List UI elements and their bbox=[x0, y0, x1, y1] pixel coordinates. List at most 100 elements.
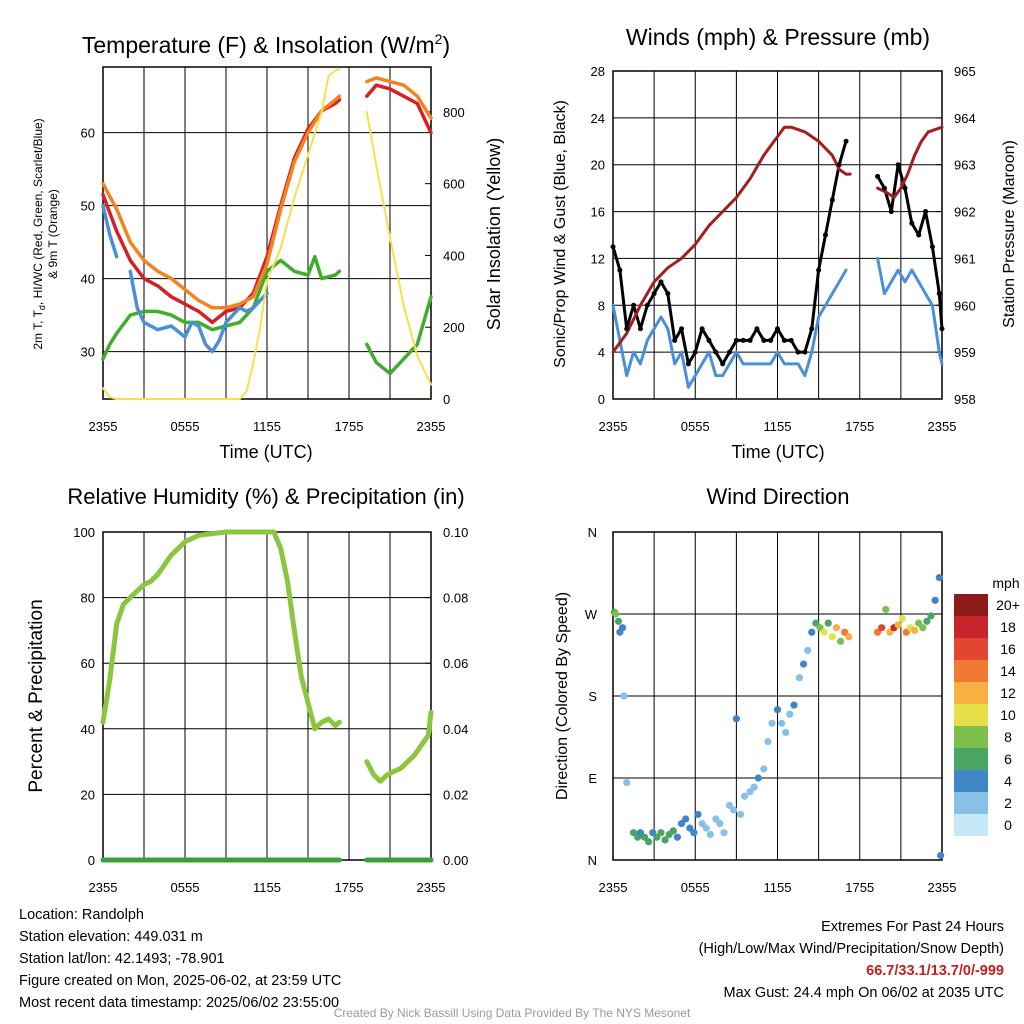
y-right-tick-label: 963 bbox=[954, 158, 976, 173]
colorbar-swatch bbox=[954, 594, 988, 616]
y-right-tick-label: 600 bbox=[443, 177, 465, 192]
x-tick-label: 2355 bbox=[417, 880, 446, 895]
extremes-info: Extremes For Past 24 Hours (High/Low/Max… bbox=[699, 916, 1004, 1004]
direction-point bbox=[824, 619, 832, 627]
winds-ylabel-left: Sonic/Prop Wind & Gust (Blue, Black) bbox=[552, 100, 569, 368]
winds-title: Winds (mph) & Pressure (mb) bbox=[626, 24, 930, 50]
direction-point bbox=[768, 719, 776, 727]
direction-point bbox=[706, 830, 714, 839]
gust-point bbox=[672, 337, 678, 343]
y-tick-label: 4 bbox=[598, 345, 605, 360]
colorbar-label: 8 bbox=[1004, 729, 1012, 745]
series-line-2 bbox=[365, 295, 433, 376]
y-tick-label: S bbox=[588, 689, 597, 704]
direction-point bbox=[736, 810, 745, 819]
gust-point bbox=[902, 185, 908, 191]
direction-point bbox=[694, 810, 702, 819]
gust-point bbox=[829, 197, 835, 203]
direction-point bbox=[910, 626, 919, 635]
gust-point bbox=[658, 279, 664, 285]
x-tick-label: 2355 bbox=[89, 880, 118, 895]
gust-point bbox=[895, 162, 901, 168]
direction-point bbox=[720, 829, 728, 837]
x-tick-label: 1755 bbox=[335, 880, 364, 895]
y-right-tick-label: 960 bbox=[954, 298, 976, 313]
gust-point bbox=[754, 326, 760, 332]
direction-point bbox=[923, 617, 931, 625]
gust-point bbox=[631, 302, 637, 308]
direction-point bbox=[730, 806, 738, 814]
gust-point bbox=[875, 173, 881, 179]
winds-panel: Winds (mph) & Pressure (mb) Sonic/Prop W… bbox=[552, 24, 1018, 462]
y-right-tick-label: 200 bbox=[443, 320, 465, 335]
y-tick-label: 40 bbox=[81, 272, 95, 287]
colorbar-label: 14 bbox=[1000, 663, 1016, 679]
gust-point bbox=[617, 267, 623, 273]
gust-point bbox=[809, 326, 815, 332]
extremes-values: 66.7/33.1/13.7/0/-999 bbox=[866, 963, 1004, 979]
y-tick-label: N bbox=[588, 525, 597, 540]
x-tick-label: 0555 bbox=[681, 419, 710, 434]
direction-ylabel-left: Direction (Colored By Speed) bbox=[554, 592, 571, 800]
y-tick-label: 28 bbox=[591, 64, 605, 79]
y-right-tick-label: 0.08 bbox=[443, 591, 468, 606]
plot-frame bbox=[612, 531, 943, 861]
series-line-3 bbox=[101, 94, 342, 310]
direction-point bbox=[935, 573, 943, 582]
humidity-panel: Relative Humidity (%) & Precipitation (i… bbox=[26, 484, 465, 793]
speed-colorbar: 0 2 4 6 8 10 12 14 16 18 20+ bbox=[954, 594, 1020, 836]
series-line-1 bbox=[876, 256, 944, 366]
y-tick-label: 24 bbox=[591, 111, 605, 126]
gust-point bbox=[836, 162, 842, 168]
direction-point bbox=[732, 715, 740, 723]
temperature-title: Temperature (F) & Insolation (W/m2) bbox=[82, 31, 450, 58]
direction-point bbox=[669, 827, 677, 835]
y-right-tick-label: 0.02 bbox=[443, 787, 468, 802]
direction-point bbox=[836, 637, 845, 645]
direction-title: Wind Direction bbox=[706, 484, 849, 509]
y-tick-label: 12 bbox=[591, 251, 605, 266]
colorbar-label: 20+ bbox=[996, 597, 1020, 613]
y-tick-label: 8 bbox=[598, 298, 605, 313]
gust-point bbox=[740, 337, 746, 343]
y-right-tick-label: 0.06 bbox=[443, 656, 468, 671]
y-tick-label: 50 bbox=[81, 199, 95, 214]
gust-point bbox=[761, 337, 767, 343]
x-tick-label: 1155 bbox=[253, 419, 281, 434]
direction-point bbox=[808, 628, 816, 636]
temperature-ylabel-right: Solar Insolation (Yellow) bbox=[484, 138, 504, 330]
direction-point bbox=[786, 710, 794, 718]
direction-point bbox=[760, 765, 768, 773]
series-line-4 bbox=[101, 203, 119, 259]
y-right-tick-label: 961 bbox=[954, 251, 976, 266]
direction-point bbox=[741, 792, 749, 800]
colorbar-label: 10 bbox=[1000, 707, 1016, 723]
y-right-tick-label: 959 bbox=[954, 345, 976, 360]
series-line-3 bbox=[876, 125, 944, 199]
direction-point bbox=[804, 646, 812, 655]
y-tick-label: 60 bbox=[81, 126, 95, 141]
colorbar-swatch bbox=[954, 616, 988, 638]
gust-point bbox=[802, 349, 808, 355]
y-right-tick-label: 0.10 bbox=[443, 525, 468, 540]
x-tick-label: 1155 bbox=[764, 419, 792, 434]
direction-point bbox=[773, 706, 782, 714]
extremes-desc: (High/Low/Max Wind/Precipitation/Snow De… bbox=[698, 941, 1004, 957]
gust-point bbox=[816, 267, 822, 273]
latlon-text: Station lat/lon: 42.1493; -78.901 bbox=[19, 951, 225, 967]
gust-point bbox=[881, 185, 887, 191]
gust-point bbox=[692, 349, 698, 355]
colorbar-swatch bbox=[954, 748, 988, 770]
gust-point bbox=[936, 291, 942, 297]
direction-point bbox=[778, 719, 786, 727]
series-line-4 bbox=[128, 269, 269, 354]
direction-point bbox=[790, 701, 798, 709]
temperature-panel: Temperature (F) & Insolation (W/m2) 2m T… bbox=[31, 31, 504, 462]
y-right-tick-label: 965 bbox=[954, 64, 976, 79]
x-tick-label: 2355 bbox=[599, 880, 628, 895]
direction-point bbox=[614, 617, 623, 625]
series-line-1 bbox=[611, 268, 848, 389]
